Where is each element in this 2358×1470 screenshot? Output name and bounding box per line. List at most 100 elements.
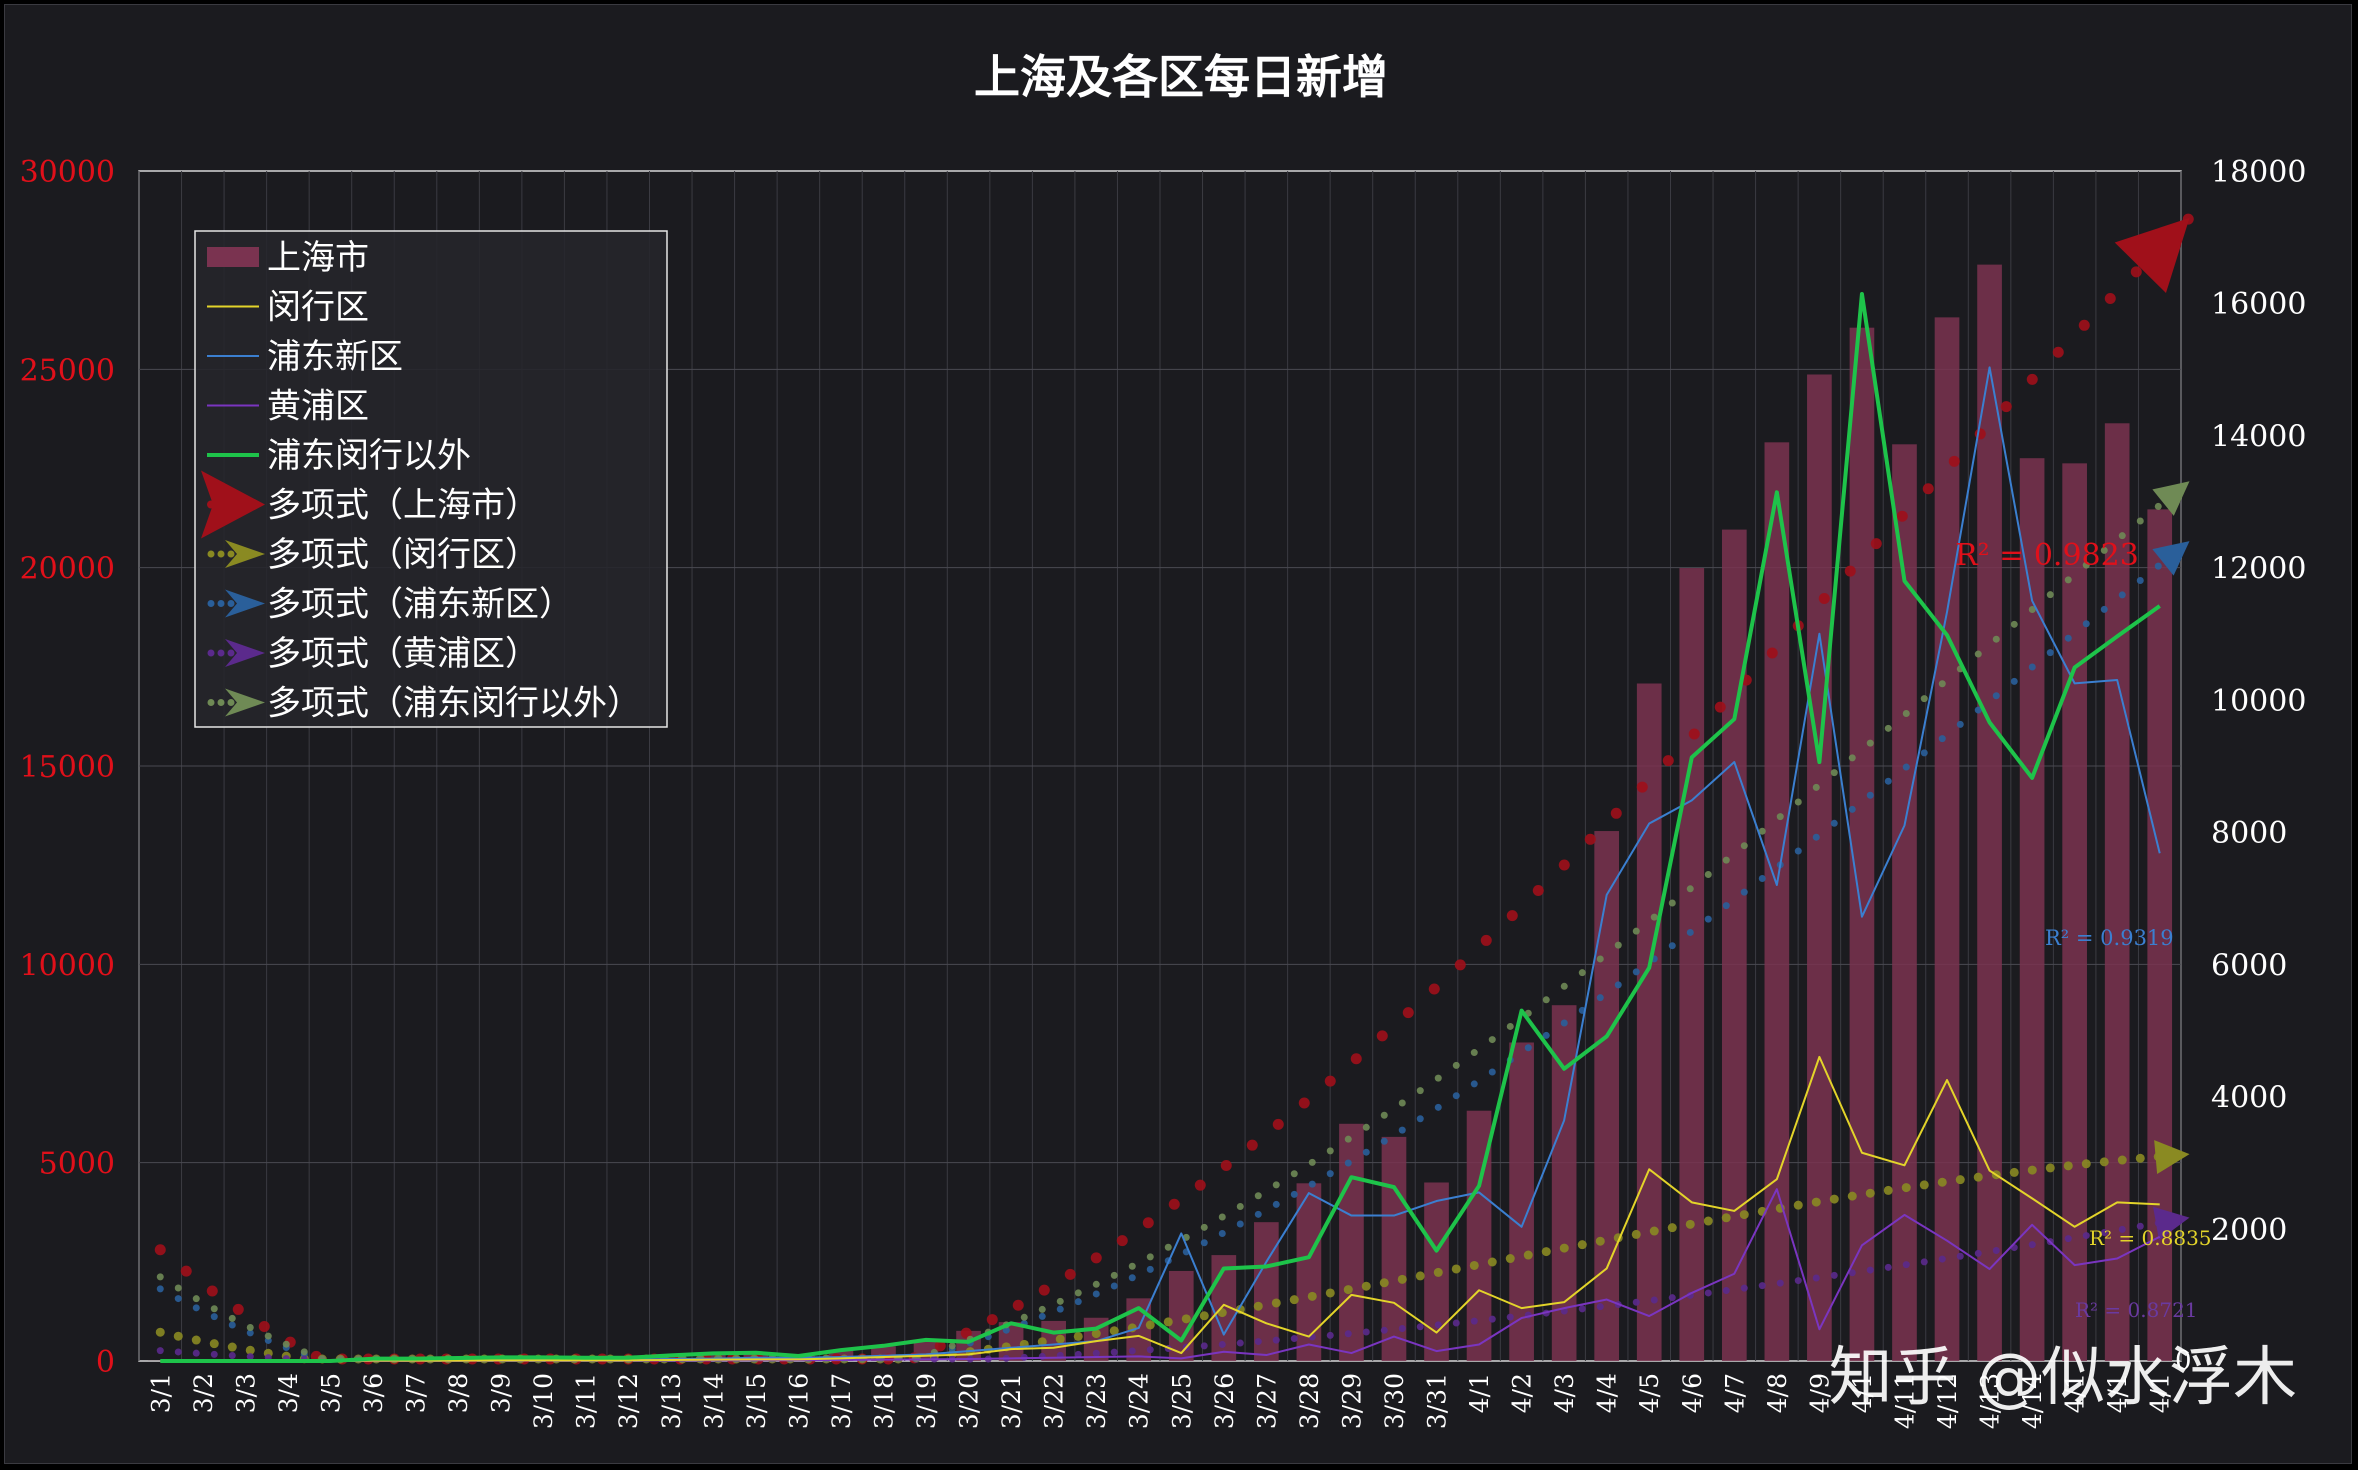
x-tick-label: 3/27 [1252, 1373, 1281, 1429]
trend-dot [1326, 1331, 1334, 1339]
trend-dot [1584, 833, 1596, 845]
trend-dot [1596, 994, 1604, 1002]
trend-dot [2063, 1161, 2073, 1171]
trend-dot [156, 1347, 164, 1355]
trend-dot [1326, 1170, 1334, 1178]
trend-dot [1595, 1236, 1605, 1246]
trend-dot [1812, 833, 1820, 841]
x-tick-label: 3/4 [274, 1373, 303, 1413]
legend-swatch-dot [227, 600, 235, 607]
legend-swatch-arrow [225, 589, 265, 618]
trend-dot [1055, 1334, 1065, 1344]
legend-swatch-dot [217, 649, 225, 657]
trend-dot [2082, 1232, 2090, 1240]
trend-dot [1110, 1348, 1118, 1356]
legend-swatch-dot [227, 649, 235, 657]
trend-dot [1056, 1297, 1064, 1305]
trend-dot [1350, 1053, 1362, 1065]
trend-dot [1685, 1219, 1695, 1229]
r-squared-label: R² = 0.9823 [1955, 538, 2139, 573]
trend-dot [1955, 1175, 1965, 1185]
trend-dot [1145, 1320, 1155, 1330]
trend-dot [1596, 1303, 1604, 1311]
y-left-tick-label: 15000 [20, 750, 115, 785]
x-tick-label: 4/1 [1465, 1373, 1494, 1413]
trend-dot [1714, 701, 1726, 713]
trend-dot [1668, 1294, 1676, 1302]
trend-dot [1662, 755, 1674, 767]
trend-dot [1146, 1265, 1154, 1273]
trend-dot [1434, 1321, 1442, 1329]
trend-dot [1074, 1289, 1082, 1297]
trend-dot [1948, 455, 1960, 467]
trend-dot [1532, 884, 1544, 896]
trend-dot [2136, 1222, 2144, 1230]
trend-arrowhead [2153, 1206, 2190, 1241]
y-left-tick-label: 10000 [20, 948, 115, 983]
series-line [160, 1055, 2160, 1362]
trend-dot [2136, 517, 2144, 525]
trend-dot [1362, 1148, 1370, 1156]
legend-swatch-dot [217, 600, 225, 607]
trend-dot [1298, 1097, 1310, 1109]
x-tick-label: 3/1 [146, 1373, 175, 1413]
trend-dot [1452, 1061, 1460, 1069]
trend-dot [1721, 1213, 1731, 1223]
trend-dot [2117, 1155, 2127, 1165]
trend-dot [1596, 955, 1604, 963]
trend-dot [1271, 1298, 1281, 1308]
trend-dot [948, 1342, 956, 1350]
trend-dot [1848, 1269, 1856, 1277]
trend-dot [1344, 1330, 1352, 1338]
trend-dot [1632, 927, 1640, 935]
trend-dot [1506, 1313, 1514, 1321]
trend-dot [1488, 1036, 1496, 1044]
legend-label: 闵行区 [267, 288, 369, 328]
trend-dot [1128, 1274, 1136, 1282]
x-tick-label: 3/8 [444, 1373, 473, 1413]
trend-dot [1866, 739, 1874, 747]
trend-dot [1922, 483, 1934, 495]
x-tick-label: 3/15 [742, 1373, 771, 1429]
legend-swatch-arrow [225, 688, 265, 717]
trend-dot [1380, 1326, 1388, 1334]
x-tick-label: 3/7 [402, 1373, 431, 1413]
trend-arrowhead [2114, 217, 2190, 294]
trend-dot [1064, 1268, 1076, 1280]
trend-dot [1865, 1188, 1875, 1198]
trend-dot [1290, 1170, 1298, 1178]
trend-dot [1451, 1264, 1461, 1274]
x-tick-label: 3/19 [912, 1373, 941, 1429]
x-tick-label: 4/1 [1848, 1373, 1877, 1413]
trend-dot [1254, 1210, 1262, 1218]
trend-dot [1631, 1229, 1641, 1239]
trend-dot [2046, 591, 2054, 599]
trend-dot [1074, 1298, 1082, 1306]
x-tick-label: 4/13 [1976, 1373, 2005, 1429]
trend-dot [1037, 1337, 1047, 1347]
trend-dot [1541, 1247, 1551, 1257]
trend-dot [1470, 1317, 1478, 1325]
trend-dot [1812, 783, 1820, 791]
trend-dot [1362, 1328, 1370, 1336]
legend-label: 黄浦区 [267, 387, 369, 427]
bar [1296, 1183, 1322, 1361]
trend-arrowhead [2152, 541, 2190, 576]
trend-dot [1610, 807, 1622, 819]
trend-dot [1830, 1271, 1838, 1279]
trend-dot [1380, 1111, 1388, 1119]
x-tick-label: 4/11 [1890, 1373, 1919, 1429]
trend-dot [1688, 728, 1700, 740]
trend-dot [1794, 847, 1802, 855]
bar [1721, 529, 1747, 1361]
trend-dot [2000, 401, 2012, 413]
trend-dot [1811, 1197, 1821, 1207]
bar [1636, 683, 1662, 1361]
trend-dot [2082, 561, 2090, 569]
trend-dot [1956, 1252, 1964, 1260]
trend-dot [1236, 1339, 1244, 1347]
trend-dot [1901, 1183, 1911, 1193]
y-right-tick-label: 2000 [2211, 1213, 2287, 1248]
trend-dot [2046, 649, 2054, 657]
trend-dot [1884, 724, 1892, 732]
